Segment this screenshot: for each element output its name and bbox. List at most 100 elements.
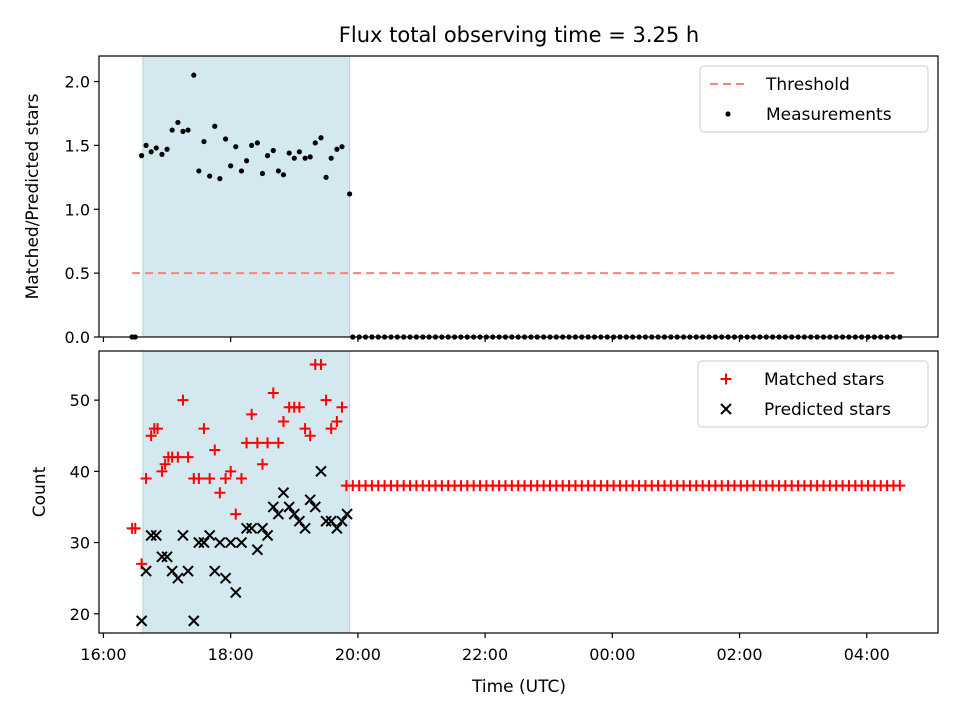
predicted-star-marker xyxy=(261,529,274,542)
predicted-star-marker xyxy=(182,565,194,577)
measurement-point xyxy=(291,155,297,161)
legend-matched-swatch xyxy=(720,373,732,385)
matched-star-marker xyxy=(177,394,189,406)
matched-star-marker xyxy=(277,416,289,427)
y-axis-label: Matched/Predicted stars xyxy=(23,93,43,299)
x-tick-label: 16:00 xyxy=(80,645,126,664)
matched-star-marker xyxy=(235,472,247,484)
matched-star-marker xyxy=(315,359,327,371)
y-tick-label: 40 xyxy=(70,462,90,481)
y-tick-label: 2.0 xyxy=(65,73,90,92)
predicted-star-marker xyxy=(193,536,205,549)
measurement-point xyxy=(196,168,202,174)
predicted-star-marker xyxy=(245,522,258,535)
x-tick-label: 20:00 xyxy=(335,645,381,664)
matched-star-marker xyxy=(251,437,263,449)
measurement-point xyxy=(159,151,165,157)
x-tick-label: 00:00 xyxy=(589,645,635,664)
predicted-star-marker xyxy=(315,465,327,478)
legend-label: Measurements xyxy=(766,105,892,125)
y-tick-label: 20 xyxy=(70,605,90,624)
axes-frame xyxy=(98,350,939,634)
legend: Matched stars Predicted stars xyxy=(697,360,929,428)
measurement-point xyxy=(334,146,340,152)
matched-star-marker xyxy=(246,408,258,420)
measurement-point xyxy=(228,163,234,169)
matched-star-marker xyxy=(230,508,242,520)
measurement-point xyxy=(254,140,260,146)
predicted-star-marker xyxy=(156,551,168,563)
y-tick-label: 50 xyxy=(70,391,90,410)
measurement-point xyxy=(180,128,186,134)
predicted-star-marker xyxy=(203,529,216,542)
predicted-star-marker xyxy=(309,501,321,513)
measurement-point xyxy=(169,127,175,133)
measurement-point xyxy=(217,176,223,182)
predicted-star-marker xyxy=(267,501,279,513)
predicted-star-marker xyxy=(235,536,248,549)
y-tick-label: 30 xyxy=(70,534,90,553)
measurement-point xyxy=(222,136,229,142)
matched-star-marker xyxy=(156,465,168,477)
measurement-point xyxy=(339,144,345,150)
x-tick-label: 22:00 xyxy=(462,645,508,664)
predicted-star-marker xyxy=(304,494,316,506)
top-panel: 0.0 0.5 1.0 1.5 2.0 Matched/Predicted stars Th… xyxy=(23,55,939,347)
predicted-star-marker xyxy=(140,565,152,577)
measurement-point xyxy=(323,174,329,180)
matched-star-marker xyxy=(140,472,152,484)
legend-label: Predicted stars xyxy=(764,400,891,420)
predicted-star-marker xyxy=(224,536,237,549)
matched-star-marker xyxy=(331,416,343,427)
matched-star-marker xyxy=(304,430,316,442)
y-tick-label: 0.5 xyxy=(65,264,90,283)
measurement-point xyxy=(318,135,324,141)
predicted-star-marker xyxy=(177,529,189,542)
measurement-point xyxy=(207,173,213,179)
predicted-star-marker xyxy=(219,572,232,584)
measurement-point xyxy=(164,146,170,152)
measurement-point xyxy=(143,142,149,149)
matched-star-marker xyxy=(267,387,279,399)
predicted-star-marker xyxy=(188,615,200,627)
measurement-point xyxy=(148,149,154,155)
observing-interval-shade xyxy=(142,55,351,338)
measurement-point xyxy=(238,168,245,174)
matched-star-marker xyxy=(193,472,205,484)
legend-box xyxy=(699,65,929,133)
matched-star-marker xyxy=(129,522,141,534)
predicted-star-marker xyxy=(230,586,242,599)
measurement-point xyxy=(307,154,313,160)
predicted-star-marker xyxy=(214,536,226,549)
measurement-point xyxy=(243,158,250,164)
measurement-point xyxy=(328,155,334,161)
measurement-point xyxy=(275,168,281,174)
y-axis-label: Count xyxy=(30,466,50,517)
measurement-point xyxy=(249,142,255,149)
x-tick-label: 02:00 xyxy=(716,645,762,664)
measurement-point xyxy=(296,149,302,155)
matched-star-marker xyxy=(262,437,274,449)
measurement-point xyxy=(233,144,239,150)
legend-predicted-swatch xyxy=(720,403,732,415)
matched-star-marker xyxy=(225,465,237,477)
measurement-point xyxy=(175,119,181,126)
predicted-star-marker xyxy=(135,615,148,627)
observing-interval-shade xyxy=(142,350,351,634)
matched-star-marker xyxy=(152,423,164,435)
bottom-panel: 20 30 40 50 16:00 18:00 20:00 22:00 00:00 02:00 04… xyxy=(30,350,939,664)
predicted-star-marker xyxy=(240,522,253,535)
predicted-star-marker xyxy=(320,515,332,527)
matched-star-marker xyxy=(204,472,216,484)
predicted-star-marker xyxy=(288,508,300,520)
y-tick-label: 1.0 xyxy=(65,200,90,219)
matched-star-marker xyxy=(272,437,284,449)
predicted-star-marker xyxy=(283,501,295,513)
measurement-point xyxy=(270,147,276,154)
matched-star-marker xyxy=(172,451,184,463)
matched-star-marker xyxy=(325,423,337,435)
matched-star-marker xyxy=(256,458,268,470)
predicted-star-marker xyxy=(161,551,173,563)
measurement-point xyxy=(280,172,287,178)
predicted-star-marker xyxy=(209,565,221,577)
